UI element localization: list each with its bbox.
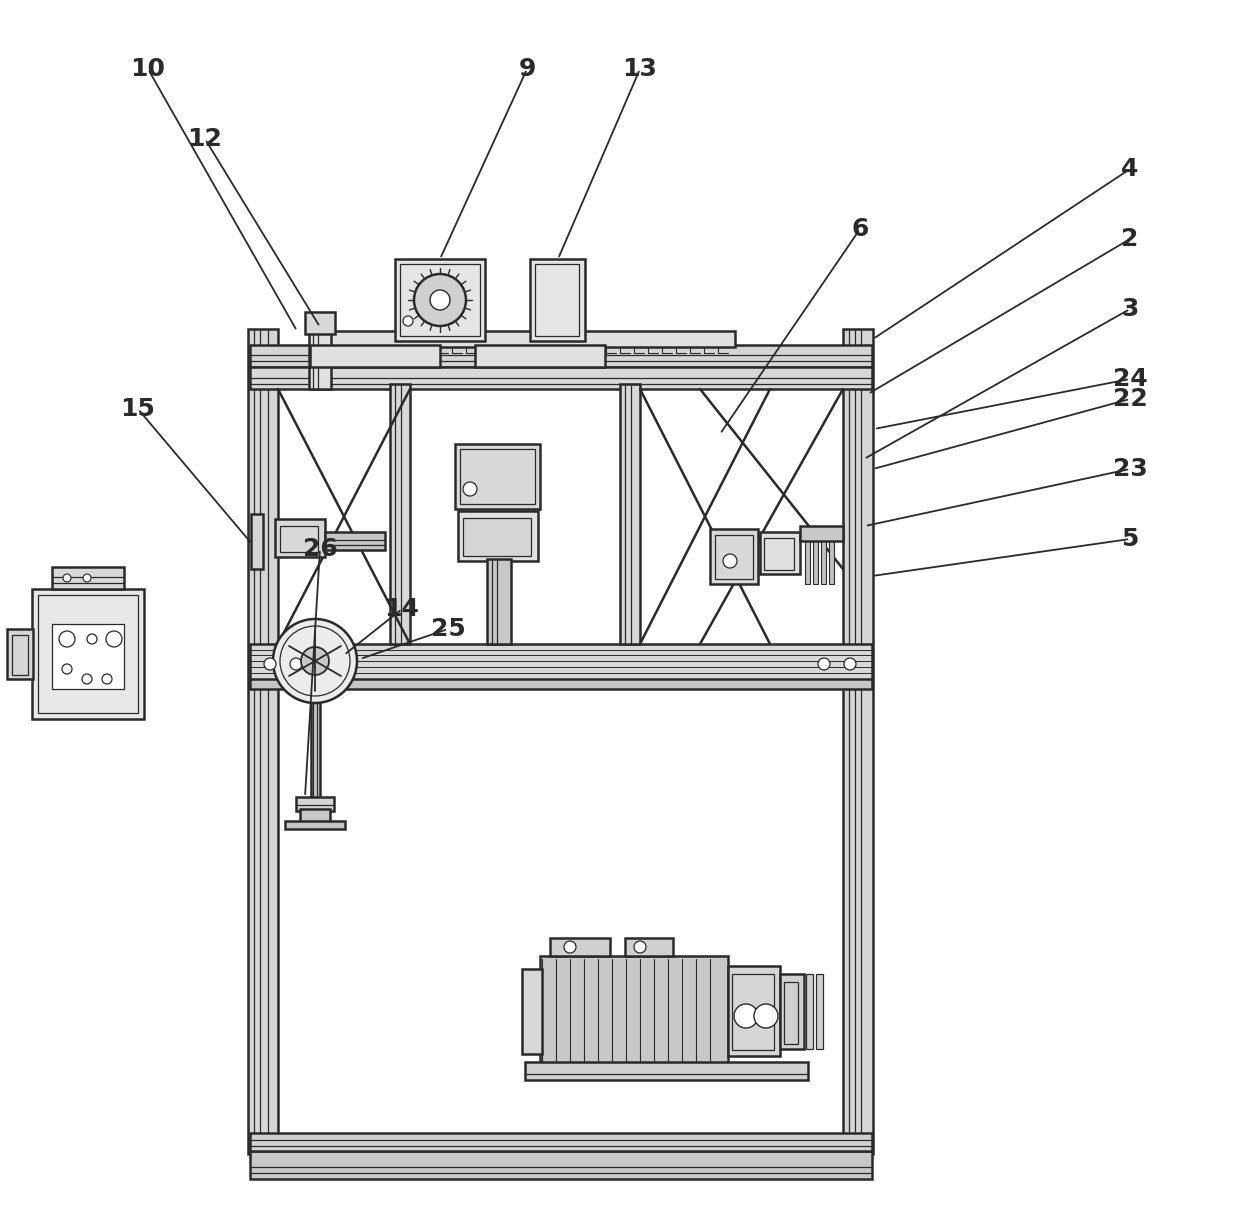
Bar <box>275 519 325 557</box>
Bar <box>52 624 124 689</box>
Bar <box>280 526 317 552</box>
Text: 24: 24 <box>1112 367 1147 391</box>
Circle shape <box>264 658 277 670</box>
Text: 6: 6 <box>852 218 869 241</box>
Bar <box>248 329 278 1154</box>
Circle shape <box>723 554 737 568</box>
Circle shape <box>60 630 74 646</box>
Text: 15: 15 <box>120 397 155 422</box>
Bar <box>475 345 605 367</box>
Bar <box>250 367 872 390</box>
Bar <box>525 1062 808 1080</box>
Circle shape <box>634 941 646 952</box>
Circle shape <box>105 630 122 646</box>
Bar <box>7 629 33 678</box>
Bar <box>764 538 794 570</box>
Circle shape <box>301 646 329 675</box>
Bar <box>250 644 872 685</box>
Bar <box>32 589 144 719</box>
Bar <box>551 938 610 956</box>
Bar <box>821 536 826 584</box>
Bar <box>620 383 640 644</box>
Circle shape <box>62 664 72 673</box>
Circle shape <box>63 574 71 583</box>
Text: 4: 4 <box>1121 157 1138 181</box>
Text: 3: 3 <box>1121 297 1138 321</box>
Bar <box>625 938 673 956</box>
Bar <box>711 528 758 584</box>
Text: 22: 22 <box>1112 387 1147 410</box>
Bar <box>250 678 872 689</box>
Circle shape <box>273 619 357 703</box>
Bar <box>830 536 835 584</box>
Bar <box>800 526 843 541</box>
Circle shape <box>430 290 450 310</box>
Circle shape <box>87 634 97 644</box>
Text: 10: 10 <box>130 57 165 81</box>
Text: 2: 2 <box>1121 227 1138 251</box>
Text: 9: 9 <box>518 57 536 81</box>
Bar <box>487 559 511 644</box>
Bar <box>455 444 539 509</box>
Bar <box>843 329 873 1154</box>
Text: 25: 25 <box>430 617 465 642</box>
Bar <box>784 982 799 1043</box>
Bar <box>401 264 480 336</box>
Circle shape <box>463 482 477 497</box>
Text: 23: 23 <box>1112 457 1147 481</box>
Bar <box>250 1152 872 1179</box>
Bar <box>463 517 531 556</box>
Bar <box>458 511 538 560</box>
Circle shape <box>818 658 830 670</box>
Bar <box>311 664 320 799</box>
Bar <box>305 312 335 334</box>
Bar <box>732 975 774 1050</box>
Bar <box>460 449 534 504</box>
Bar <box>250 514 263 569</box>
Circle shape <box>82 673 92 685</box>
Bar <box>285 821 345 830</box>
Text: 14: 14 <box>384 597 419 621</box>
Bar <box>728 966 780 1056</box>
Bar <box>300 809 330 825</box>
Bar <box>296 796 334 811</box>
Bar <box>310 345 440 367</box>
Bar <box>816 975 823 1050</box>
Bar <box>780 975 804 1050</box>
Bar <box>760 532 800 574</box>
Bar <box>534 264 579 336</box>
Bar <box>250 1133 872 1152</box>
Bar <box>52 567 124 589</box>
Circle shape <box>754 1004 777 1027</box>
Bar <box>325 532 384 551</box>
Bar <box>391 383 410 644</box>
Circle shape <box>83 574 91 583</box>
Circle shape <box>844 658 856 670</box>
Bar <box>539 956 728 1064</box>
Bar <box>12 635 29 675</box>
Bar <box>38 595 138 713</box>
Text: 5: 5 <box>1121 527 1138 551</box>
Circle shape <box>564 941 577 952</box>
Bar <box>396 259 485 340</box>
Circle shape <box>403 316 413 326</box>
Bar <box>806 975 813 1050</box>
Text: 13: 13 <box>622 57 657 81</box>
Circle shape <box>414 274 466 326</box>
Bar <box>522 968 542 1054</box>
Bar <box>250 345 872 367</box>
Circle shape <box>102 673 112 685</box>
Bar <box>813 536 818 584</box>
Bar <box>529 259 585 340</box>
Bar <box>310 331 735 347</box>
Text: 12: 12 <box>187 127 222 151</box>
Bar <box>715 535 753 579</box>
Text: 26: 26 <box>303 537 337 560</box>
Bar <box>805 536 810 584</box>
Bar <box>309 329 331 390</box>
Circle shape <box>290 658 303 670</box>
Circle shape <box>734 1004 758 1027</box>
